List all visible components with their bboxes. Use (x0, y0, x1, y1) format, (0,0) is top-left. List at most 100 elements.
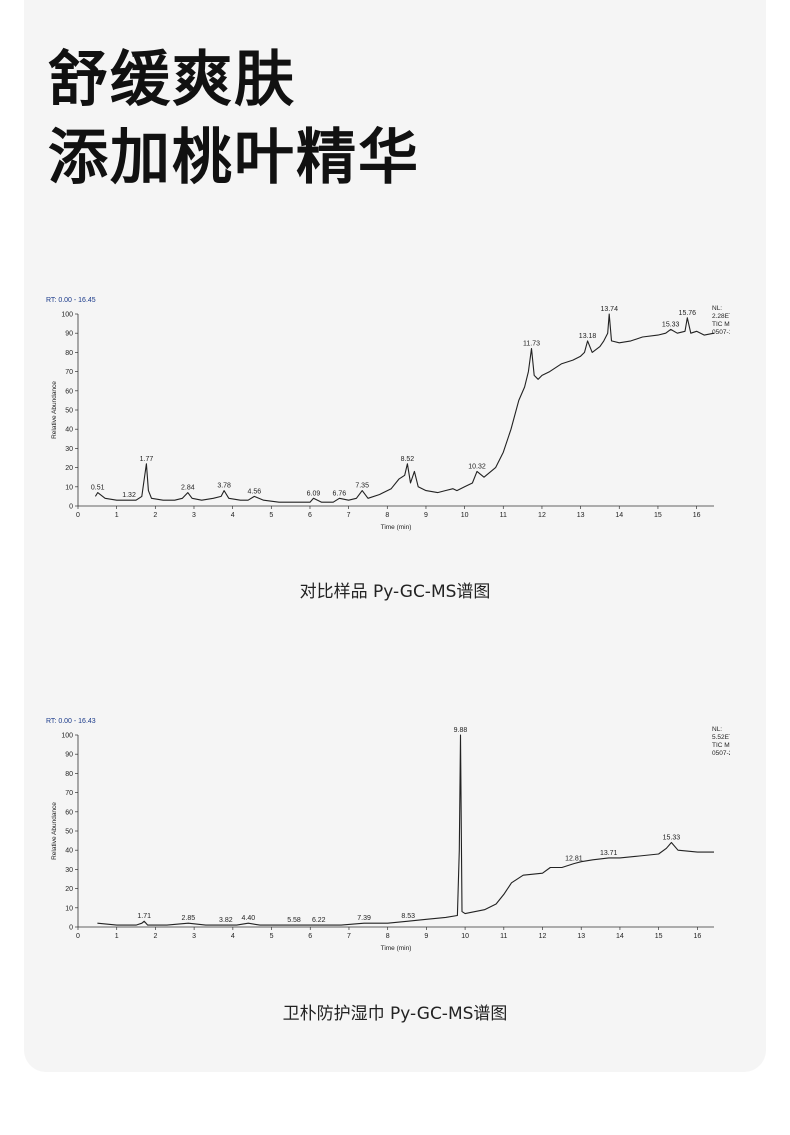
peak-label: 10.32 (468, 463, 486, 470)
rt-range-label: RT: 0.00 - 16.43 (46, 718, 96, 725)
y-tick-label: 20 (65, 465, 73, 472)
x-tick-label: 2 (153, 933, 157, 940)
x-tick-label: 15 (655, 933, 663, 940)
peak-label: 5.58 (287, 917, 301, 924)
y-tick-label: 80 (65, 771, 73, 778)
x-tick-label: 4 (231, 933, 235, 940)
x-tick-label: 6 (308, 512, 312, 519)
x-tick-label: 3 (192, 933, 196, 940)
x-tick-label: 2 (153, 512, 157, 519)
x-tick-label: 12 (539, 933, 547, 940)
x-tick-label: 11 (500, 512, 507, 519)
x-tick-label: 3 (192, 512, 196, 519)
normalization-info-line: 0507-1 (712, 329, 730, 336)
peak-label: 3.82 (219, 917, 233, 924)
caption-comparison-sample: 对比样品 Py-GC-MS谱图 (299, 582, 491, 602)
peak-label: 15.76 (679, 310, 697, 317)
normalization-info-line: 0507-2 (712, 750, 730, 757)
x-tick-label: 14 (615, 512, 623, 519)
x-tick-label: 7 (347, 933, 351, 940)
x-tick-label: 13 (577, 512, 585, 519)
chromatogram-weipu-wipes: RT: 0.00 - 16.43 0 10 20 30 40 50 60 70 80 90 100 0 1… (40, 713, 730, 961)
headline-line-2: 添加桃叶精华 (48, 123, 420, 193)
peak-label: 13.74 (600, 306, 618, 313)
x-tick-label: 1 (115, 933, 119, 940)
normalization-info-line: 5.52E7 (712, 734, 730, 741)
y-tick-label: 20 (65, 886, 73, 893)
x-tick-label: 13 (577, 933, 585, 940)
y-tick-label: 30 (65, 446, 73, 453)
x-tick-label: 8 (385, 512, 389, 519)
x-tick-label: 5 (270, 933, 274, 940)
x-tick-label: 6 (308, 933, 312, 940)
y-tick-label: 10 (65, 484, 73, 491)
peak-label: 4.40 (242, 915, 256, 922)
normalization-info-line: NL: (712, 305, 722, 312)
caption-weipu-wipes: 卫朴防护湿巾 Py-GC-MS谱图 (282, 1004, 508, 1024)
x-tick-label: 0 (76, 512, 80, 519)
y-tick-label: 80 (65, 350, 73, 357)
y-tick-label: 40 (65, 427, 73, 434)
peak-label: 12.81 (565, 856, 583, 863)
peak-label: 8.53 (401, 913, 415, 920)
normalization-info-line: NL: (712, 726, 722, 733)
chromatogram-trace (97, 734, 714, 926)
y-tick-label: 60 (65, 809, 73, 816)
headline-line-1: 舒缓爽肤 (48, 45, 296, 115)
x-tick-label: 9 (424, 933, 428, 940)
y-axis-title: Relative Abundance (51, 381, 58, 439)
content-card (24, 0, 766, 1072)
peak-label: 7.35 (355, 483, 369, 490)
y-tick-label: 70 (65, 369, 73, 376)
normalization-info-line: 2.28E7 (712, 313, 730, 320)
rt-range-label: RT: 0.00 - 16.45 (46, 297, 96, 304)
x-tick-label: 5 (269, 512, 273, 519)
peak-label: 6.09 (307, 490, 321, 497)
chromatogram-comparison-sample: RT: 0.00 - 16.45 0 10 20 30 40 50 60 70 80 90 100 0 1… (40, 292, 730, 540)
y-tick-label: 50 (65, 829, 73, 836)
peak-label: 2.85 (182, 915, 196, 922)
x-tick-label: 14 (616, 933, 624, 940)
peak-label: 8.52 (401, 456, 415, 463)
peak-label: 15.33 (662, 321, 680, 328)
chromatogram-trace (94, 313, 715, 503)
x-tick-label: 4 (231, 512, 235, 519)
x-tick-label: 0 (76, 933, 80, 940)
chromatogram-svg-1: RT: 0.00 - 16.45 0 10 20 30 40 50 60 70 80 90 100 0 1… (46, 297, 730, 531)
peak-label: 13.71 (600, 850, 618, 857)
y-axis-title: Relative Abundance (51, 802, 58, 860)
y-tick-label: 10 (65, 905, 73, 912)
peak-label: 0.51 (91, 485, 105, 492)
y-tick-label: 90 (65, 331, 73, 338)
peak-label: 15.33 (663, 835, 681, 842)
x-tick-label: 10 (461, 933, 469, 940)
peak-label: 6.76 (333, 490, 347, 497)
y-tick-label: 100 (61, 733, 73, 740)
x-tick-label: 11 (500, 933, 507, 940)
x-tick-label: 15 (654, 512, 662, 519)
y-tick-label: 70 (65, 790, 73, 797)
y-tick-label: 30 (65, 867, 73, 874)
x-axis-title: Time (min) (381, 945, 412, 952)
peak-label: 1.77 (140, 456, 154, 463)
y-tick-label: 100 (61, 312, 73, 319)
peak-label: 4.56 (247, 488, 261, 495)
y-tick-label: 40 (65, 848, 73, 855)
x-tick-label: 1 (115, 512, 119, 519)
peak-label: 7.39 (357, 915, 371, 922)
x-tick-label: 16 (693, 512, 701, 519)
peak-label: 2.84 (181, 485, 195, 492)
peak-label: 1.71 (137, 913, 151, 920)
y-tick-label: 90 (65, 752, 73, 759)
x-tick-label: 12 (538, 512, 546, 519)
x-tick-label: 16 (693, 933, 701, 940)
x-tick-label: 9 (424, 512, 428, 519)
x-tick-label: 8 (386, 933, 390, 940)
peak-label: 13.18 (579, 333, 597, 340)
peak-label: 1.32 (122, 492, 136, 499)
peak-label: 6.22 (312, 917, 326, 924)
y-tick-label: 0 (69, 925, 73, 932)
normalization-info-line: TIC MS (712, 742, 730, 749)
x-tick-label: 10 (461, 512, 469, 519)
y-tick-label: 0 (69, 504, 73, 511)
